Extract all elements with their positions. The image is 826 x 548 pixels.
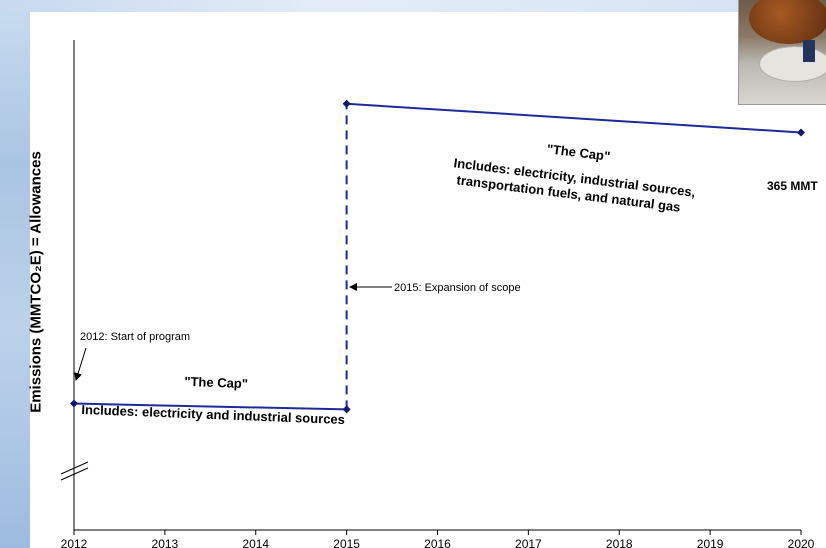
x-tick-label-2019: 2019 (697, 537, 724, 548)
x-tick-label-2015: 2015 (333, 537, 360, 548)
cap-point-2015-series-1 (342, 405, 351, 414)
cap-line-segment-1 (73, 402, 347, 411)
markers-layer (70, 99, 805, 414)
corner-photo (738, 0, 826, 105)
annotation-expansion: 2015: Expansion of scope (349, 282, 521, 294)
background-left-band (0, 0, 30, 548)
series-layer (73, 102, 802, 411)
annotation-start-program-text: 2012: Start of program (80, 331, 190, 343)
x-ticks (73, 530, 802, 535)
x-tick-label-2017: 2017 (515, 537, 542, 548)
x-tick-label-2014: 2014 (242, 537, 269, 548)
x-tick-label-2013: 2013 (152, 537, 179, 548)
annotation-start-program: 2012: Start of program (74, 331, 190, 381)
cap-line-segment-2 (346, 102, 802, 134)
end-value-label: 365 MMT (767, 179, 818, 193)
cap-point-2020-series-2 (797, 128, 805, 137)
x-tick-labels: 2012 2013 2014 2015 2016 2017 2018 2019 2020 (61, 537, 815, 548)
axis-break (60, 461, 89, 481)
x-tick-label-2016: 2016 (424, 537, 451, 548)
cap-phase2-label: "The Cap" (546, 141, 611, 164)
x-tick-label-2020: 2020 (788, 537, 815, 548)
photo-dome (749, 0, 826, 44)
x-tick-label-2012: 2012 (61, 537, 88, 548)
cap-point-2012-series-1 (70, 399, 78, 408)
expansion-text: 2015: Expansion of scope (394, 282, 521, 294)
cap-phase1-label: "The Cap" (184, 374, 248, 391)
cap-point-2015-series-2 (342, 99, 351, 108)
x-tick-label-2018: 2018 (606, 537, 633, 548)
photo-plate (803, 40, 815, 62)
background-top-band (0, 0, 826, 12)
start-program-arrow (74, 347, 87, 381)
